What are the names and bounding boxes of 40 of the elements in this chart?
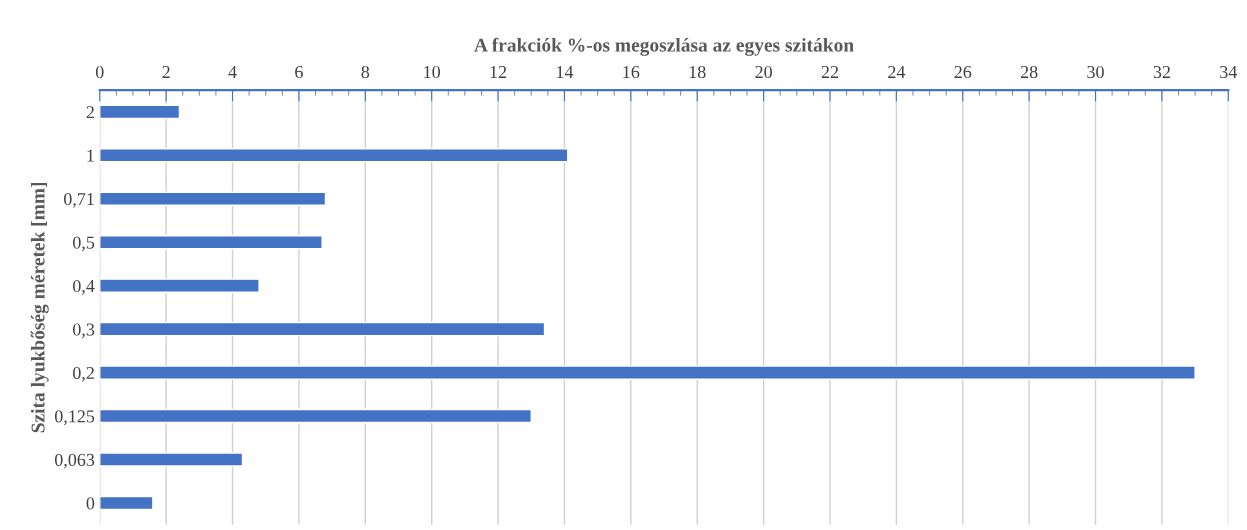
x-tick-label: 8 bbox=[361, 65, 370, 79]
bar bbox=[99, 321, 546, 337]
x-tick-label: 2 bbox=[162, 65, 170, 78]
x-tick-label: 26 bbox=[954, 65, 972, 79]
x-tick-label: 10 bbox=[424, 65, 441, 79]
x-tick-label: 34 bbox=[1220, 65, 1238, 79]
y-tick-label: 1 bbox=[87, 149, 94, 162]
bar bbox=[99, 278, 260, 293]
x-tick-label: 22 bbox=[821, 65, 839, 78]
x-tick-label: 12 bbox=[490, 65, 507, 78]
bar bbox=[99, 104, 181, 120]
bar bbox=[99, 191, 327, 206]
y-axis-title: Szita lyukbőség méretek [mm] bbox=[30, 182, 49, 433]
x-tick-label: 18 bbox=[689, 65, 706, 79]
bar bbox=[99, 365, 1196, 380]
x-tick-label: 30 bbox=[1087, 65, 1104, 79]
bar bbox=[99, 495, 154, 511]
y-tick-label: 0,3 bbox=[73, 323, 95, 339]
x-axis-title: A frakciók %-os megoszlása az egyes szitákon bbox=[474, 37, 854, 56]
y-tick-label: 0,2 bbox=[73, 366, 94, 382]
y-tick-label: 0,5 bbox=[73, 236, 95, 252]
y-tick-label: 0 bbox=[86, 497, 95, 510]
x-tick-label: 32 bbox=[1153, 65, 1170, 79]
x-tick-label: 0 bbox=[95, 65, 104, 79]
x-tick-label: 16 bbox=[623, 65, 640, 79]
x-tick-label: 24 bbox=[888, 65, 906, 78]
y-tick-label: 0,4 bbox=[73, 279, 95, 295]
x-tick-label: 28 bbox=[1020, 65, 1038, 79]
y-tick-label: 2 bbox=[86, 106, 94, 119]
y-tick-label: 0,71 bbox=[63, 193, 94, 208]
bar bbox=[99, 148, 569, 163]
y-tick-label: 0,063 bbox=[54, 453, 95, 469]
x-tick-label: 14 bbox=[557, 66, 574, 78]
x-tick-label: 20 bbox=[755, 65, 772, 79]
bar bbox=[99, 408, 532, 424]
bar bbox=[99, 452, 244, 467]
x-tick-label: 4 bbox=[228, 66, 237, 78]
bar bbox=[99, 234, 323, 250]
y-tick-label: 0,125 bbox=[54, 410, 95, 426]
x-tick-label: 6 bbox=[295, 65, 303, 79]
